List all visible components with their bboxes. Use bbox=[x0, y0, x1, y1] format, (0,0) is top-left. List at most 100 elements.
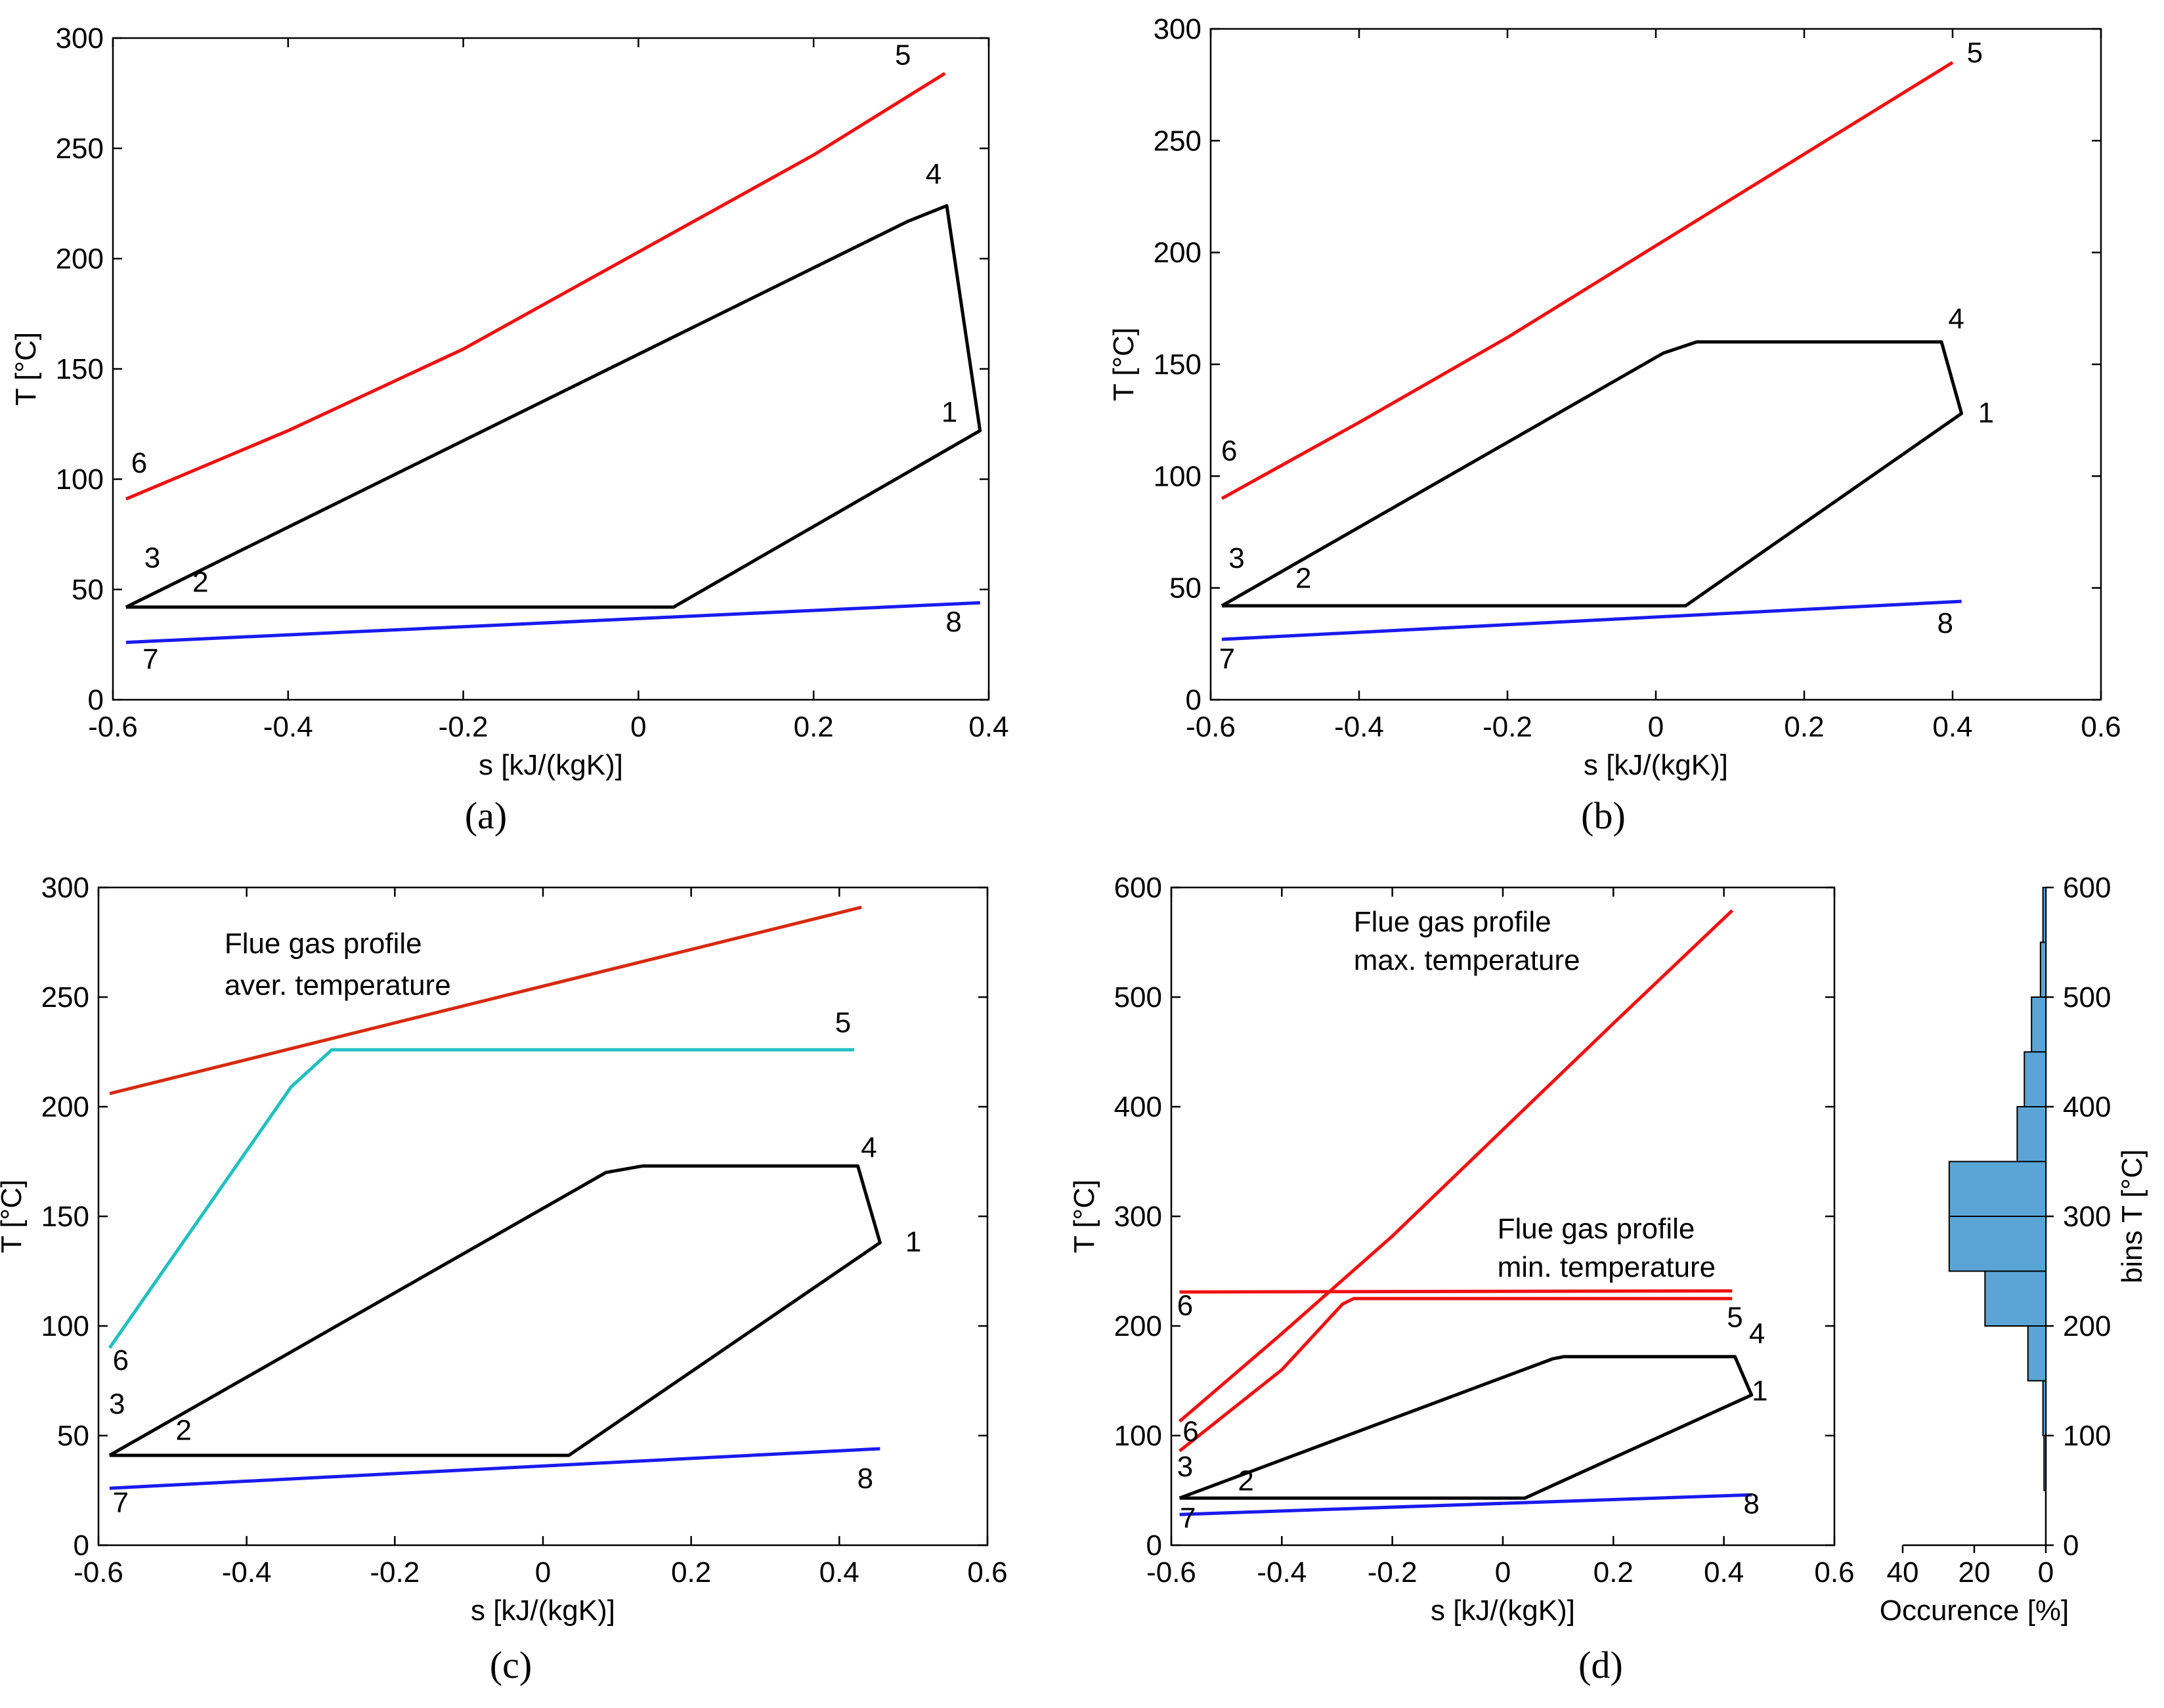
series-line-cooling bbox=[1179, 1493, 1752, 1516]
x-tick-label: 0.4 bbox=[819, 1556, 859, 1589]
y-axis-label: T [°C] bbox=[1068, 1180, 1100, 1253]
annotation-label: 6 bbox=[131, 447, 147, 479]
x-tick-label: 0.2 bbox=[671, 1556, 711, 1589]
y-axis-label: T [°C] bbox=[10, 332, 42, 406]
y-tick-label: 0 bbox=[1146, 1529, 1162, 1562]
hist-bar bbox=[2043, 1435, 2046, 1491]
y-tick-label: 300 bbox=[56, 22, 104, 54]
hist-bar bbox=[1984, 1270, 2047, 1327]
x-tick-label: 0.2 bbox=[1593, 1556, 1634, 1589]
hist-y-tick-label: 500 bbox=[2063, 981, 2111, 1014]
hist-bar bbox=[2042, 887, 2046, 943]
x-tick-label: 0 bbox=[1648, 711, 1664, 743]
annotation-label: 3 bbox=[1177, 1451, 1193, 1483]
annotation-label: 8 bbox=[857, 1462, 873, 1495]
y-tick-label: 300 bbox=[41, 872, 89, 904]
x-tick-label: 0.4 bbox=[1704, 1556, 1744, 1589]
hist-bar bbox=[2031, 996, 2046, 1053]
annotation-label: 4 bbox=[1948, 303, 1964, 335]
annotation-label: 7 bbox=[113, 1487, 129, 1519]
x-tick-label: -0.4 bbox=[1334, 711, 1384, 743]
series-line-cooling bbox=[109, 1447, 880, 1490]
x-tick-label: 0 bbox=[630, 711, 646, 743]
annotation-label: max. temperature bbox=[1354, 944, 1580, 976]
hist-x-tick-label: 40 bbox=[1887, 1556, 1919, 1589]
y-tick-label: 0 bbox=[88, 684, 104, 716]
x-tick-label: -0.2 bbox=[1368, 1556, 1417, 1589]
annotation-label: Flue gas profile bbox=[1498, 1212, 1695, 1245]
annotation-label: 7 bbox=[142, 643, 158, 675]
annotation-label: 6 bbox=[113, 1344, 129, 1377]
y-tick-label: 500 bbox=[1114, 981, 1162, 1014]
annotation-label: 1 bbox=[905, 1226, 921, 1258]
y-tick-label: 100 bbox=[56, 463, 104, 496]
x-tick-label: 0.6 bbox=[1814, 1556, 1854, 1589]
annotation-label: 6 bbox=[1221, 435, 1237, 467]
y-tick-label: 200 bbox=[1154, 237, 1201, 269]
y-tick-label: 150 bbox=[1154, 349, 1201, 381]
annotation-label: 1 bbox=[941, 396, 957, 429]
plot-frame bbox=[1209, 28, 2102, 701]
hist-x-axis-label: Occurence [%] bbox=[1880, 1594, 2069, 1627]
hist-y-tick-label: 0 bbox=[2063, 1529, 2079, 1562]
hist-y-tick-label: 200 bbox=[2063, 1310, 2111, 1342]
annotation-label: 6 bbox=[1182, 1415, 1198, 1447]
y-tick-label: 0 bbox=[74, 1529, 89, 1562]
x-tick-label: -0.2 bbox=[370, 1556, 420, 1589]
x-tick-label: -0.2 bbox=[439, 711, 488, 743]
series-line-ORC-cycle bbox=[1179, 1355, 1754, 1500]
y-tick-label: 0 bbox=[1186, 684, 1201, 716]
hist-y-tick-label: 600 bbox=[2063, 872, 2111, 904]
annotation-label: 1 bbox=[1978, 397, 1994, 429]
annotation-label: 8 bbox=[1937, 607, 1953, 639]
y-tick-label: 250 bbox=[41, 981, 89, 1014]
x-tick-label: -0.2 bbox=[1482, 711, 1532, 743]
series-line-ORC-cycle bbox=[108, 1164, 882, 1457]
annotation-label: 5 bbox=[835, 1006, 851, 1038]
y-tick-label: 50 bbox=[57, 1420, 89, 1452]
annotation-label: 7 bbox=[1219, 643, 1235, 675]
annotation-label: 4 bbox=[861, 1132, 876, 1164]
panel-label-a: (a) bbox=[465, 794, 507, 837]
hist-bar bbox=[2042, 1380, 2046, 1436]
plot-frame bbox=[112, 37, 990, 701]
hist-y-tick-label: 100 bbox=[2063, 1420, 2111, 1452]
x-tick-label: -0.4 bbox=[1257, 1556, 1307, 1589]
x-tick-label: 0.6 bbox=[2081, 711, 2121, 743]
panel-d: -0.6 -0.4 -0.2 0 0.2 0.4 0.6 0 100 200 300 400 500 60… bbox=[1068, 872, 1855, 1627]
x-tick-label: -0.6 bbox=[88, 711, 138, 743]
y-axis-label: T [°C] bbox=[1108, 328, 1140, 401]
x-tick-label: -0.6 bbox=[74, 1556, 123, 1589]
panel-label-c: (c) bbox=[490, 1644, 532, 1686]
hist-y-tick-label: 300 bbox=[2063, 1201, 2111, 1233]
annotation-label: 4 bbox=[926, 158, 941, 190]
x-tick-label: 0.4 bbox=[968, 711, 1008, 743]
hist-bar bbox=[2039, 941, 2046, 998]
x-tick-label: 0.2 bbox=[1784, 711, 1824, 743]
y-tick-label: 100 bbox=[1114, 1420, 1162, 1452]
series-line-flue-gas bbox=[1221, 60, 1954, 500]
hist-y-axis-label: bins T [°C] bbox=[2116, 1149, 2148, 1283]
hist-y-tick-label: 400 bbox=[2063, 1091, 2111, 1123]
x-axis-label: s [kJ/(kgK)] bbox=[471, 1594, 615, 1627]
y-tick-label: 50 bbox=[1169, 572, 1201, 605]
annotation-label: 5 bbox=[1967, 37, 1983, 69]
annotation-label: Flue gas profile bbox=[1354, 906, 1551, 938]
y-tick-label: 600 bbox=[1114, 872, 1162, 904]
hist-bar bbox=[2027, 1325, 2046, 1382]
annotation-label: 3 bbox=[144, 542, 160, 574]
x-tick-label: 0.6 bbox=[967, 1556, 1007, 1589]
y-tick-label: 200 bbox=[56, 243, 104, 275]
annotation-label: min. temperature bbox=[1498, 1251, 1716, 1283]
x-tick-label: -0.4 bbox=[263, 711, 313, 743]
series-line-intermediate-loop bbox=[108, 1048, 854, 1349]
annotation-label: 1 bbox=[1752, 1375, 1767, 1407]
annotation-label: 8 bbox=[1744, 1488, 1760, 1520]
x-tick-label: -0.6 bbox=[1146, 1556, 1196, 1589]
y-tick-label: 100 bbox=[41, 1310, 89, 1342]
x-tick-label: 0.2 bbox=[794, 711, 834, 743]
x-axis-label: s [kJ/(kgK)] bbox=[479, 749, 623, 781]
annotation-label: 7 bbox=[1180, 1502, 1196, 1534]
